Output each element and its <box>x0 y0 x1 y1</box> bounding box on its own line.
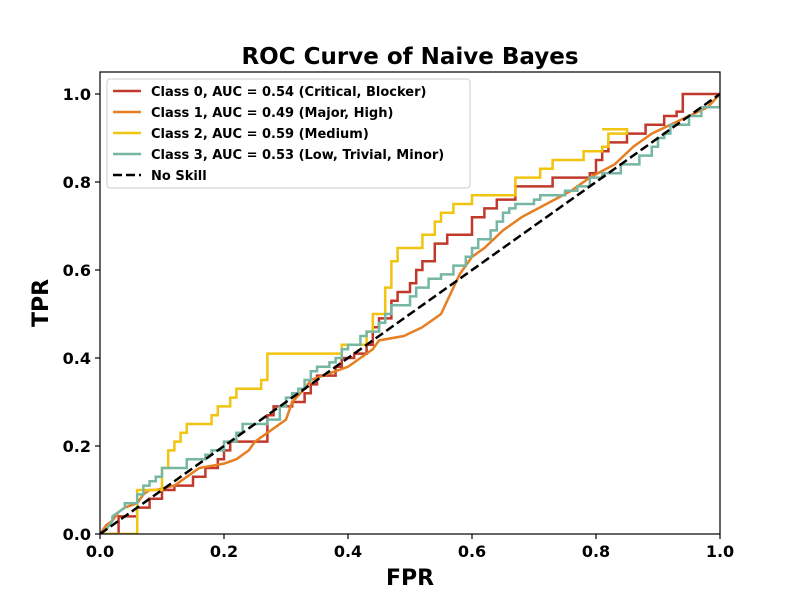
y-axis-label: TPR <box>29 279 54 327</box>
legend: Class 0, AUC = 0.54 (Critical, Blocker) C… <box>106 78 471 189</box>
y-tick-label: 0.2 <box>63 437 91 456</box>
y-tick-label: 0.0 <box>63 525 91 544</box>
x-tick-label: 0.2 <box>210 542 238 561</box>
y-tick-label: 0.8 <box>63 173 91 192</box>
y-tick-label: 1.0 <box>63 85 91 104</box>
x-tick-label: 1.0 <box>706 542 734 561</box>
chart-title: ROC Curve of Naive Bayes <box>241 44 578 70</box>
x-axis-ticks: 0.0 0.2 0.4 0.6 0.8 1.0 <box>86 534 734 561</box>
x-tick-label: 0.6 <box>458 542 486 561</box>
axes-frame <box>99 71 721 535</box>
legend-label: Class 0, AUC = 0.54 (Critical, Blocker) <box>151 85 426 100</box>
legend-label: Class 2, AUC = 0.59 (Medium) <box>151 127 369 142</box>
roc-line-class-0 <box>100 92 720 534</box>
x-tick-label: 0.4 <box>334 542 362 561</box>
no-skill-line <box>100 92 720 534</box>
x-axis-label: FPR <box>386 566 434 591</box>
legend-box <box>106 78 471 189</box>
x-tick-label: 0.0 <box>86 542 114 561</box>
legend-label: Class 3, AUC = 0.53 (Low, Trivial, Minor… <box>151 148 444 163</box>
legend-label: Class 1, AUC = 0.49 (Major, High) <box>151 106 393 121</box>
y-tick-label: 0.6 <box>63 261 91 280</box>
plot-area <box>99 71 721 535</box>
y-tick-label: 0.4 <box>63 349 91 368</box>
x-tick-label: 0.8 <box>582 542 610 561</box>
y-axis-ticks: 0.0 0.2 0.4 0.6 0.8 1.0 <box>63 85 100 544</box>
roc-line-class-3 <box>100 94 720 534</box>
legend-label: No Skill <box>151 169 207 184</box>
